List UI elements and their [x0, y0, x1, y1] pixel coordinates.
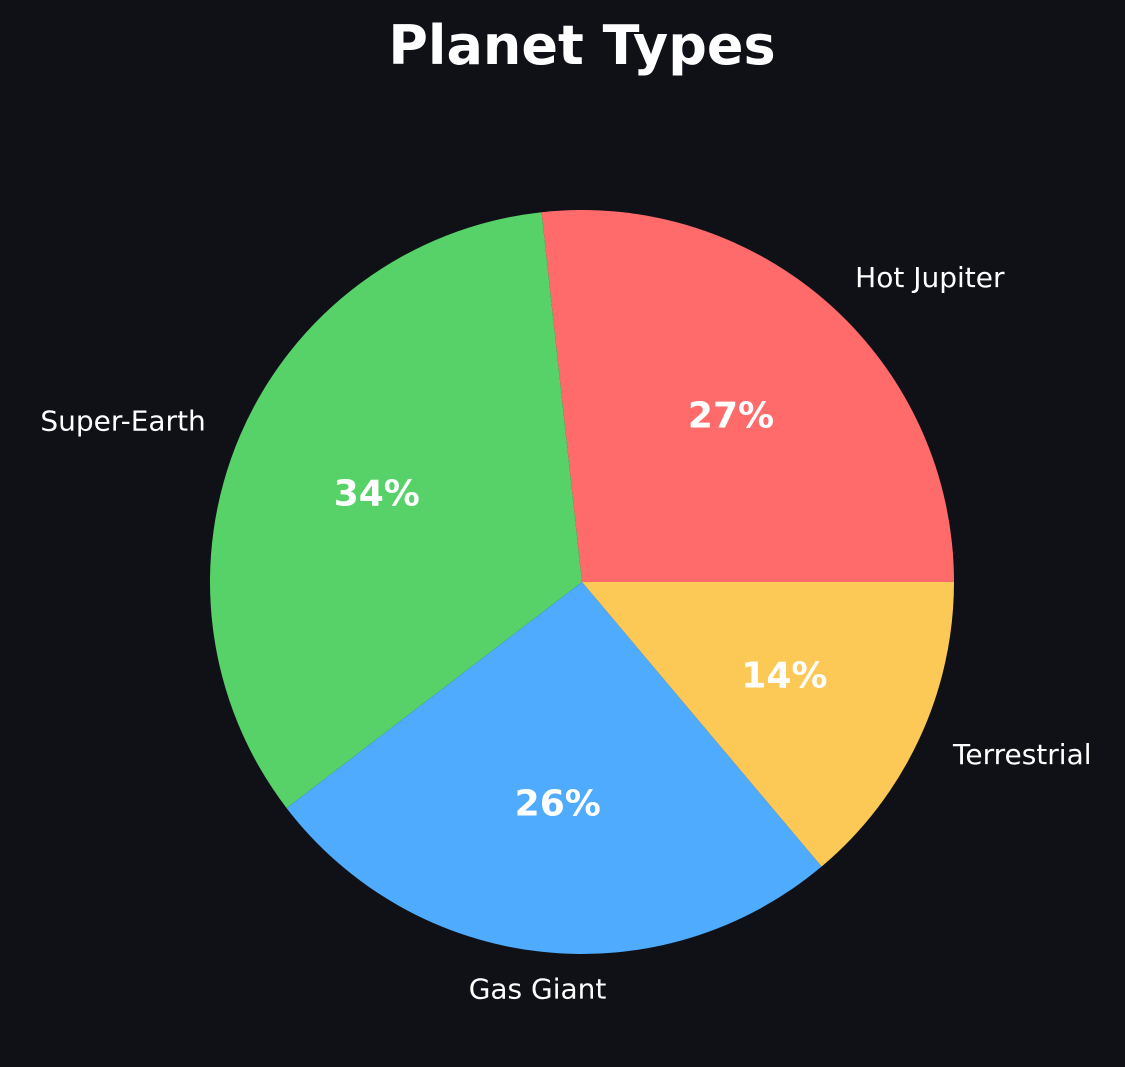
chart-title: Planet Types	[388, 14, 775, 77]
slice-label-terrestrial: Terrestrial	[952, 738, 1092, 771]
pie-slices	[209, 209, 954, 954]
pct-label-gas-giant: 26%	[515, 783, 601, 824]
pie-slice-super-earth	[209, 212, 582, 809]
pct-label-hot-jupiter: 27%	[688, 395, 774, 436]
pie-slice-terrestrial	[582, 582, 954, 867]
pie-labels: 27% Hot Jupiter 34% Super-Earth 26% Gas Giant…	[40, 261, 1091, 1005]
pct-label-super-earth: 34%	[334, 474, 420, 515]
slice-label-gas-giant: Gas Giant	[469, 972, 607, 1005]
pie-slice-hot-jupiter	[541, 209, 954, 582]
slice-label-super-earth: Super-Earth	[40, 405, 205, 438]
slice-label-hot-jupiter: Hot Jupiter	[855, 261, 1005, 294]
pie-slice-gas-giant	[286, 582, 822, 954]
pct-label-terrestrial: 14%	[741, 656, 827, 697]
